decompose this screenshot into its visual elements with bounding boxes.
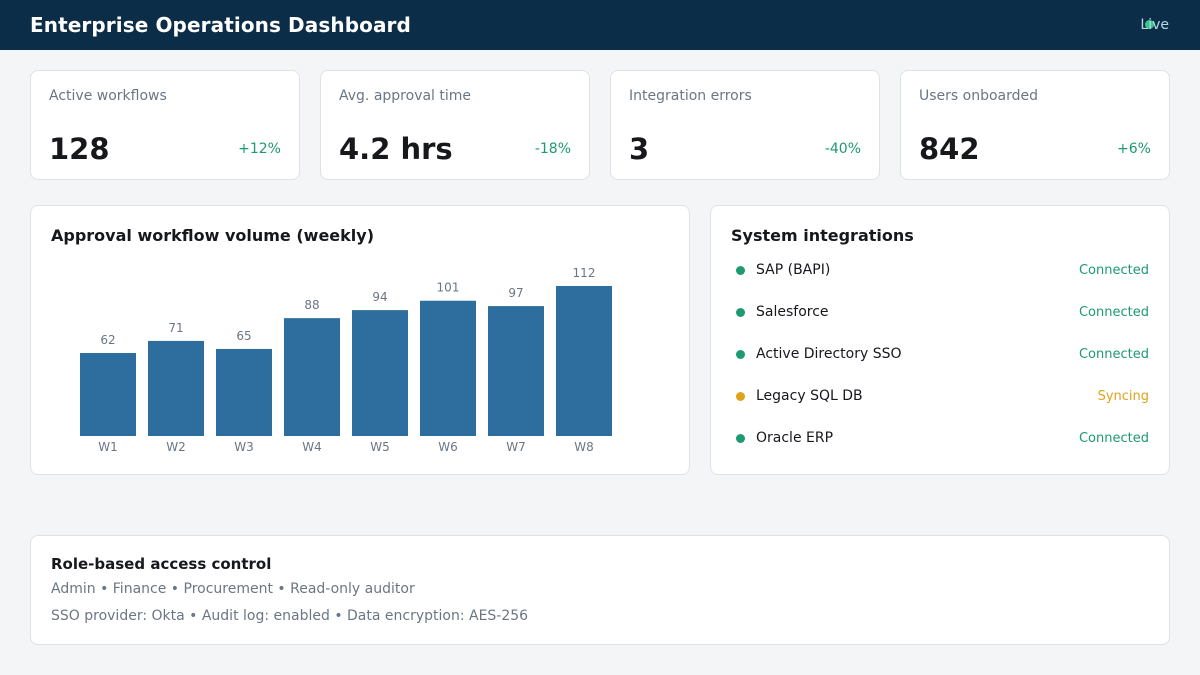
bar-w6[interactable] [420, 300, 476, 436]
rbac-title: Role-based access control [51, 555, 272, 573]
integration-status: Connected [1078, 347, 1149, 362]
bar-w7[interactable] [488, 306, 544, 436]
status-dot-icon [736, 434, 745, 443]
bar-w2[interactable] [148, 340, 204, 436]
integration-name: Legacy SQL DB [756, 388, 863, 404]
kpi-delta: -40% [824, 141, 861, 157]
status-dot-icon [736, 392, 745, 401]
bar-value-label: 94 [372, 290, 387, 304]
kpi-label: Integration errors [629, 88, 752, 104]
workflow-volume-chart: 62 W1 71 W2 65 W3 88 W4 94 W5 101 W6 97 W7 112 W8 [80, 266, 612, 454]
kpi-value: 128 [49, 132, 110, 166]
x-tick-label: W8 [574, 440, 594, 454]
kpi-label: Active workflows [49, 88, 167, 104]
top-bar: Enterprise Operations Dashboard Live [0, 0, 1200, 50]
workflow-volume-panel: Approval workflow volume (weekly) 62 W1 71… [30, 205, 690, 475]
integration-name: Salesforce [756, 304, 829, 320]
status-dot-icon [736, 266, 745, 275]
app-title: Enterprise Operations Dashboard [30, 13, 411, 37]
kpi-label: Users onboarded [919, 88, 1039, 104]
kpi-delta: -18% [534, 141, 571, 157]
integration-row-oracle-erp[interactable]: Oracle ERP Connected [731, 429, 1149, 449]
integration-name: Oracle ERP [756, 430, 834, 446]
chart-title: Approval workflow volume (weekly) [51, 226, 375, 245]
x-tick-label: W4 [302, 440, 322, 454]
integrations-title: System integrations [731, 226, 914, 245]
kpi-delta: +12% [238, 141, 281, 157]
kpi-value: 3 [629, 132, 650, 166]
integration-name: Active Directory SSO [756, 346, 902, 362]
kpi-card-active-workflows[interactable]: Active workflows 128 +12% [30, 70, 300, 180]
bar-value-label: 65 [236, 329, 251, 343]
integration-status: Connected [1078, 305, 1149, 320]
x-tick-label: W2 [166, 440, 186, 454]
bar-value-label: 88 [304, 298, 319, 312]
integrations-panel: System integrations SAP (BAPI) Connected… [710, 205, 1170, 475]
integration-row-salesforce[interactable]: Salesforce Connected [731, 303, 1149, 323]
bar-value-label: 112 [573, 266, 596, 280]
status-dot-icon [736, 308, 745, 317]
bar-w1[interactable] [80, 352, 136, 436]
bar-value-label: 97 [508, 286, 523, 300]
integration-status: Connected [1078, 263, 1149, 278]
bar-w4[interactable] [284, 318, 340, 436]
bar-w3[interactable] [216, 348, 272, 436]
bar-w8[interactable] [556, 286, 612, 436]
kpi-delta: +6% [1117, 141, 1151, 157]
x-tick-label: W5 [370, 440, 390, 454]
bar-value-label: 71 [168, 321, 183, 335]
kpi-value: 842 [919, 132, 980, 166]
live-status-icon [1145, 20, 1154, 29]
kpi-card-users-onboarded[interactable]: Users onboarded 842 +6% [900, 70, 1170, 180]
bar-w5[interactable] [352, 310, 408, 436]
kpi-card-avg-approval-time[interactable]: Avg. approval time 4.2 hrs -18% [320, 70, 590, 180]
integration-name: SAP (BAPI) [756, 262, 831, 278]
kpi-value: 4.2 hrs [339, 132, 453, 166]
kpi-card-integration-errors[interactable]: Integration errors 3 -40% [610, 70, 880, 180]
rbac-roles: Admin • Finance • Procurement • Read-onl… [51, 581, 415, 597]
integration-status: Syncing [1097, 389, 1149, 404]
x-tick-label: W7 [506, 440, 526, 454]
x-tick-label: W1 [98, 440, 118, 454]
integration-row-active-directory[interactable]: Active Directory SSO Connected [731, 345, 1149, 365]
rbac-panel: Role-based access control Admin • Financ… [30, 535, 1170, 645]
bar-value-label: 62 [100, 333, 115, 347]
bar-value-label: 101 [437, 281, 460, 295]
integration-row-sap[interactable]: SAP (BAPI) Connected [731, 261, 1149, 281]
x-tick-label: W3 [234, 440, 254, 454]
integration-row-legacy-sql[interactable]: Legacy SQL DB Syncing [731, 387, 1149, 407]
kpi-label: Avg. approval time [339, 88, 472, 104]
live-indicator: Live [1140, 17, 1169, 33]
status-dot-icon [736, 350, 745, 359]
x-tick-label: W6 [438, 440, 458, 454]
rbac-settings: SSO provider: Okta • Audit log: enabled … [51, 608, 529, 624]
integration-status: Connected [1078, 431, 1149, 446]
